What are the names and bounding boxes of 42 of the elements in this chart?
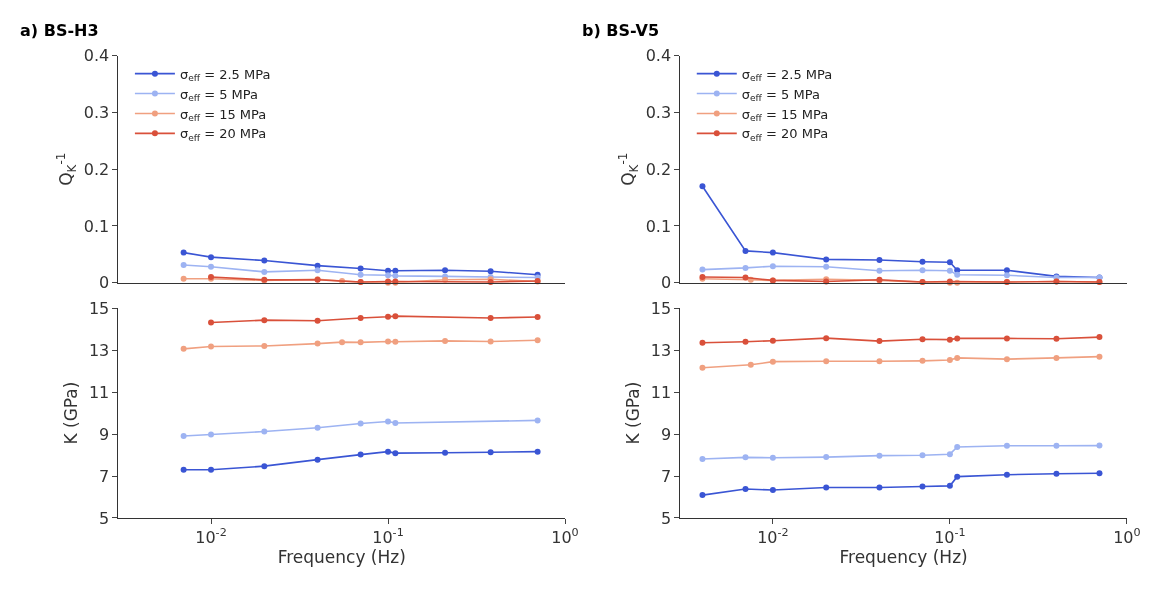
x-tick-label: 10$^{0}$ — [551, 526, 579, 548]
y-tick-label: 9 — [660, 424, 672, 444]
legend-label: σ$_{eff}$ = 15 MPa — [741, 106, 829, 124]
x-tick-label: 10$^{-2}$ — [757, 526, 789, 548]
x-tick-label: 10$^{-1}$ — [372, 526, 404, 548]
y-tick-label: 7 — [660, 466, 672, 486]
y-tick-label: 0.2 — [645, 159, 672, 179]
y-tick-label: 0.3 — [83, 103, 110, 123]
legend-label: σ$_{eff}$ = 2.5 MPa — [741, 66, 833, 84]
x-tick-label: 10$^{0}$ — [1113, 526, 1141, 548]
y-tick-label: 0 — [99, 273, 110, 293]
legend-label: σ$_{eff}$ = 20 MPa — [179, 126, 267, 144]
y-tick-label: 7 — [99, 466, 110, 486]
y-tick-label: 0.1 — [83, 216, 110, 236]
x-axis-title: Frequency (Hz) — [277, 547, 406, 568]
y-tick-label: 11 — [88, 382, 110, 402]
y-tick-label: 0.4 — [83, 46, 110, 66]
y-tick-label: 13 — [88, 340, 110, 360]
legend-label: σ$_{eff}$ = 20 MPa — [741, 126, 829, 144]
chart-title: a) BS-H3 — [20, 21, 99, 40]
x-tick-label: 10$^{-1}$ — [934, 526, 966, 548]
y-tick-label: 0.1 — [645, 216, 672, 236]
y-tick-label: 13 — [650, 340, 672, 360]
x-axis-title: Frequency (Hz) — [839, 547, 968, 568]
legend-label: σ$_{eff}$ = 2.5 MPa — [179, 66, 271, 84]
y-tick-label: 0.2 — [83, 159, 110, 179]
chart-title: b) BS-V5 — [582, 21, 660, 40]
x-tick-label: 10$^{-2}$ — [195, 526, 227, 548]
y-tick-label: 11 — [650, 382, 672, 402]
y-tick-label: 9 — [99, 424, 110, 444]
legend-label: σ$_{eff}$ = 5 MPa — [179, 86, 259, 104]
legend-label: σ$_{eff}$ = 5 MPa — [741, 86, 820, 104]
y-tick-label: 0.4 — [645, 46, 672, 66]
y-tick-label: 0 — [660, 273, 672, 293]
y-tick-label: 0.3 — [645, 103, 672, 123]
legend-label: σ$_{eff}$ = 15 MPa — [179, 106, 267, 124]
y-tick-label: 5 — [99, 508, 110, 528]
y-tick-label: 15 — [650, 298, 672, 318]
y-tick-label: 5 — [660, 508, 672, 528]
y-tick-label: 15 — [88, 298, 110, 318]
y-axis-title: K (GPa) — [623, 381, 644, 445]
y-axis-title: K (GPa) — [61, 381, 82, 445]
